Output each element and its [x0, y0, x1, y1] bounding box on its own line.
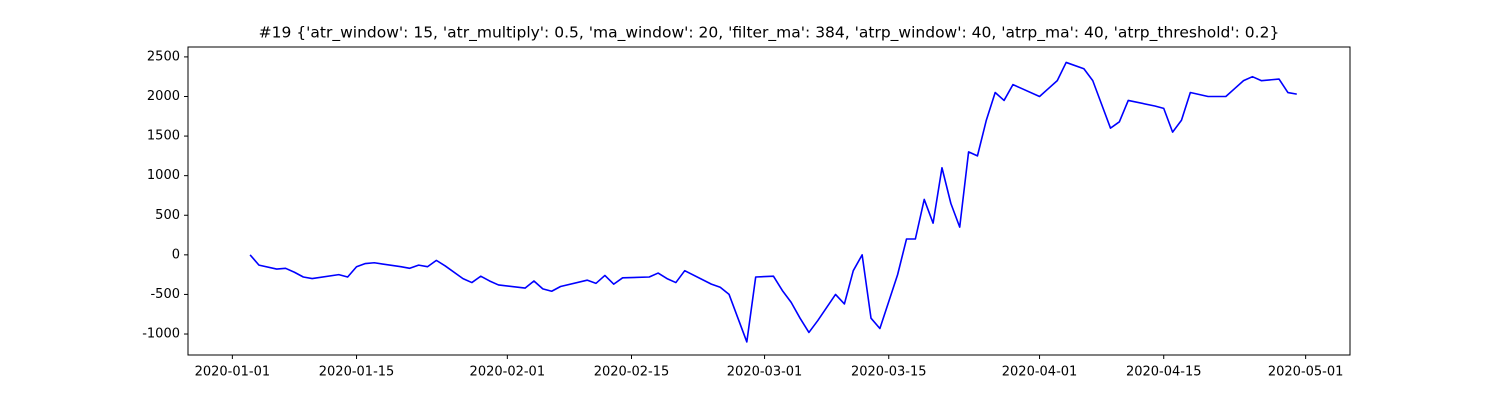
y-tick-label: -500 [150, 287, 180, 302]
y-tick-label: -1000 [142, 327, 180, 342]
x-tick-label: 2020-03-01 [727, 365, 803, 380]
y-tick-label: 0 [172, 247, 180, 262]
y-tick-label: 2500 [147, 49, 180, 64]
line [249, 61, 1297, 343]
x-tick-label: 2020-03-15 [851, 365, 927, 380]
x-tick-label: 2020-05-01 [1268, 365, 1344, 380]
y-tick-label: 1500 [147, 129, 180, 144]
y-tick-label: 1000 [147, 168, 180, 183]
x-tick-label: 2020-02-01 [470, 365, 546, 380]
x-tick-label: 2020-02-15 [594, 365, 670, 380]
chart-title: #19 {'atr_window': 15, 'atr_multiply': 0… [259, 24, 1280, 43]
y-tick-label: 500 [155, 208, 180, 223]
x-tick-label: 2020-04-01 [1002, 365, 1078, 380]
plot-frame [187, 46, 1351, 356]
x-tick-label: 2020-01-01 [195, 365, 271, 380]
x-tick-label: 2020-01-15 [319, 365, 395, 380]
y-tick-label: 2000 [147, 89, 180, 104]
x-tick-label: 2020-04-15 [1126, 365, 1202, 380]
